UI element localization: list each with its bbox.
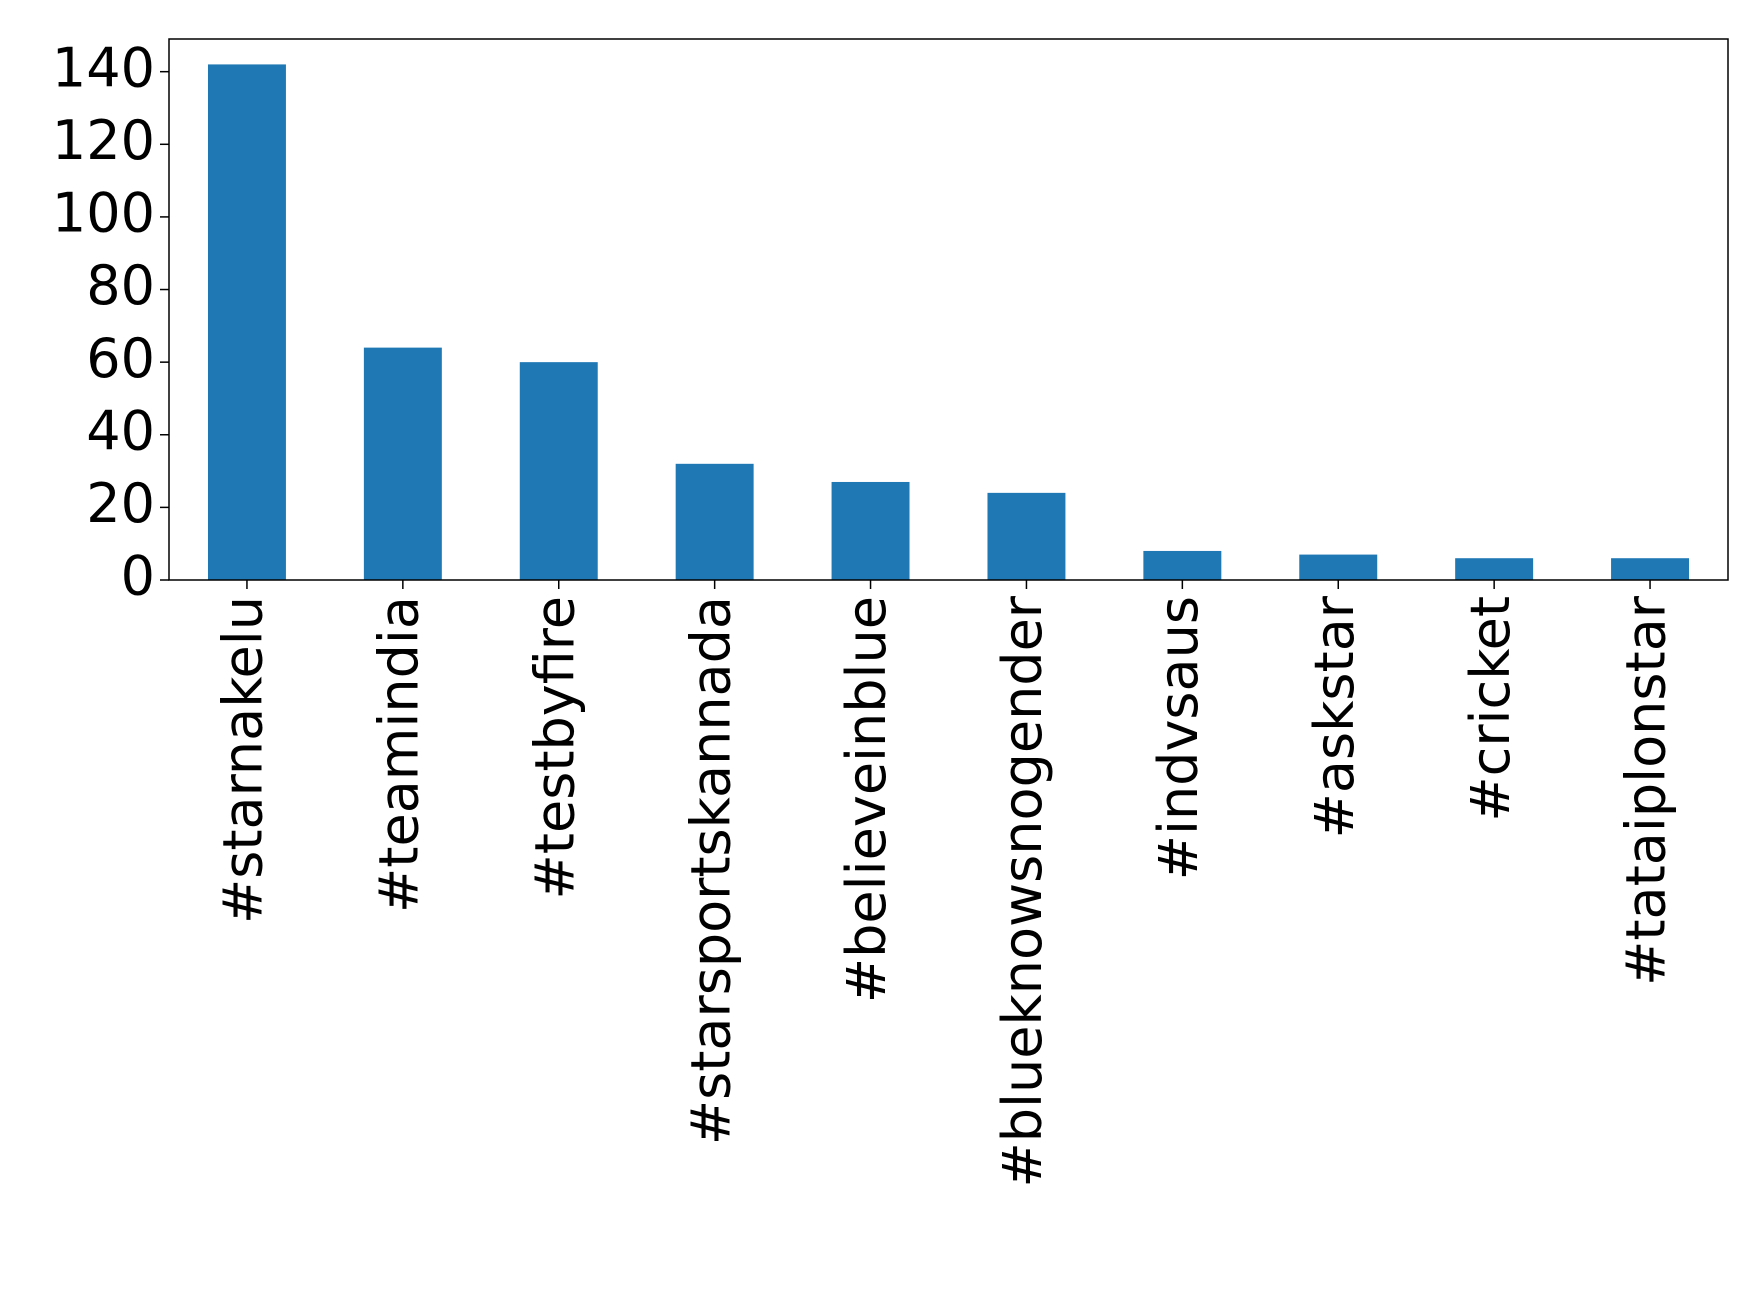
bar bbox=[987, 492, 1066, 580]
y-tick-label: 20 bbox=[86, 472, 155, 535]
bar bbox=[831, 481, 910, 580]
y-tick-label: 100 bbox=[52, 182, 155, 245]
x-tick-label: #blueknowsnogender bbox=[991, 595, 1054, 1187]
bar bbox=[675, 463, 754, 580]
bar bbox=[1143, 550, 1222, 580]
bar bbox=[1611, 558, 1690, 580]
y-tick-label: 60 bbox=[86, 327, 155, 390]
x-tick-label: #tataiplonstar bbox=[1615, 595, 1678, 986]
x-tick-label: #cricket bbox=[1459, 596, 1522, 822]
y-tick-label: 0 bbox=[121, 545, 155, 608]
y-tick-label: 80 bbox=[86, 254, 155, 317]
x-tick-label: #believeinblue bbox=[835, 596, 898, 1003]
y-tick-label: 40 bbox=[86, 399, 155, 462]
x-tick-label: #testbyfire bbox=[523, 596, 586, 899]
plot-frame bbox=[168, 38, 1729, 581]
bar bbox=[519, 362, 598, 580]
x-tick-label: #indvsaus bbox=[1147, 596, 1210, 880]
bar bbox=[1299, 554, 1378, 580]
bar bbox=[363, 347, 442, 580]
x-tick-label: #askstar bbox=[1303, 595, 1366, 838]
x-tick-label: #starnakelu bbox=[212, 596, 275, 924]
bar bbox=[207, 64, 286, 580]
x-tick-label: #starsportskannada bbox=[679, 596, 742, 1145]
y-tick-label: 140 bbox=[52, 36, 155, 99]
x-tick-label: #teamindia bbox=[367, 596, 430, 913]
y-tick-label: 120 bbox=[52, 109, 155, 172]
bar bbox=[1455, 558, 1534, 580]
